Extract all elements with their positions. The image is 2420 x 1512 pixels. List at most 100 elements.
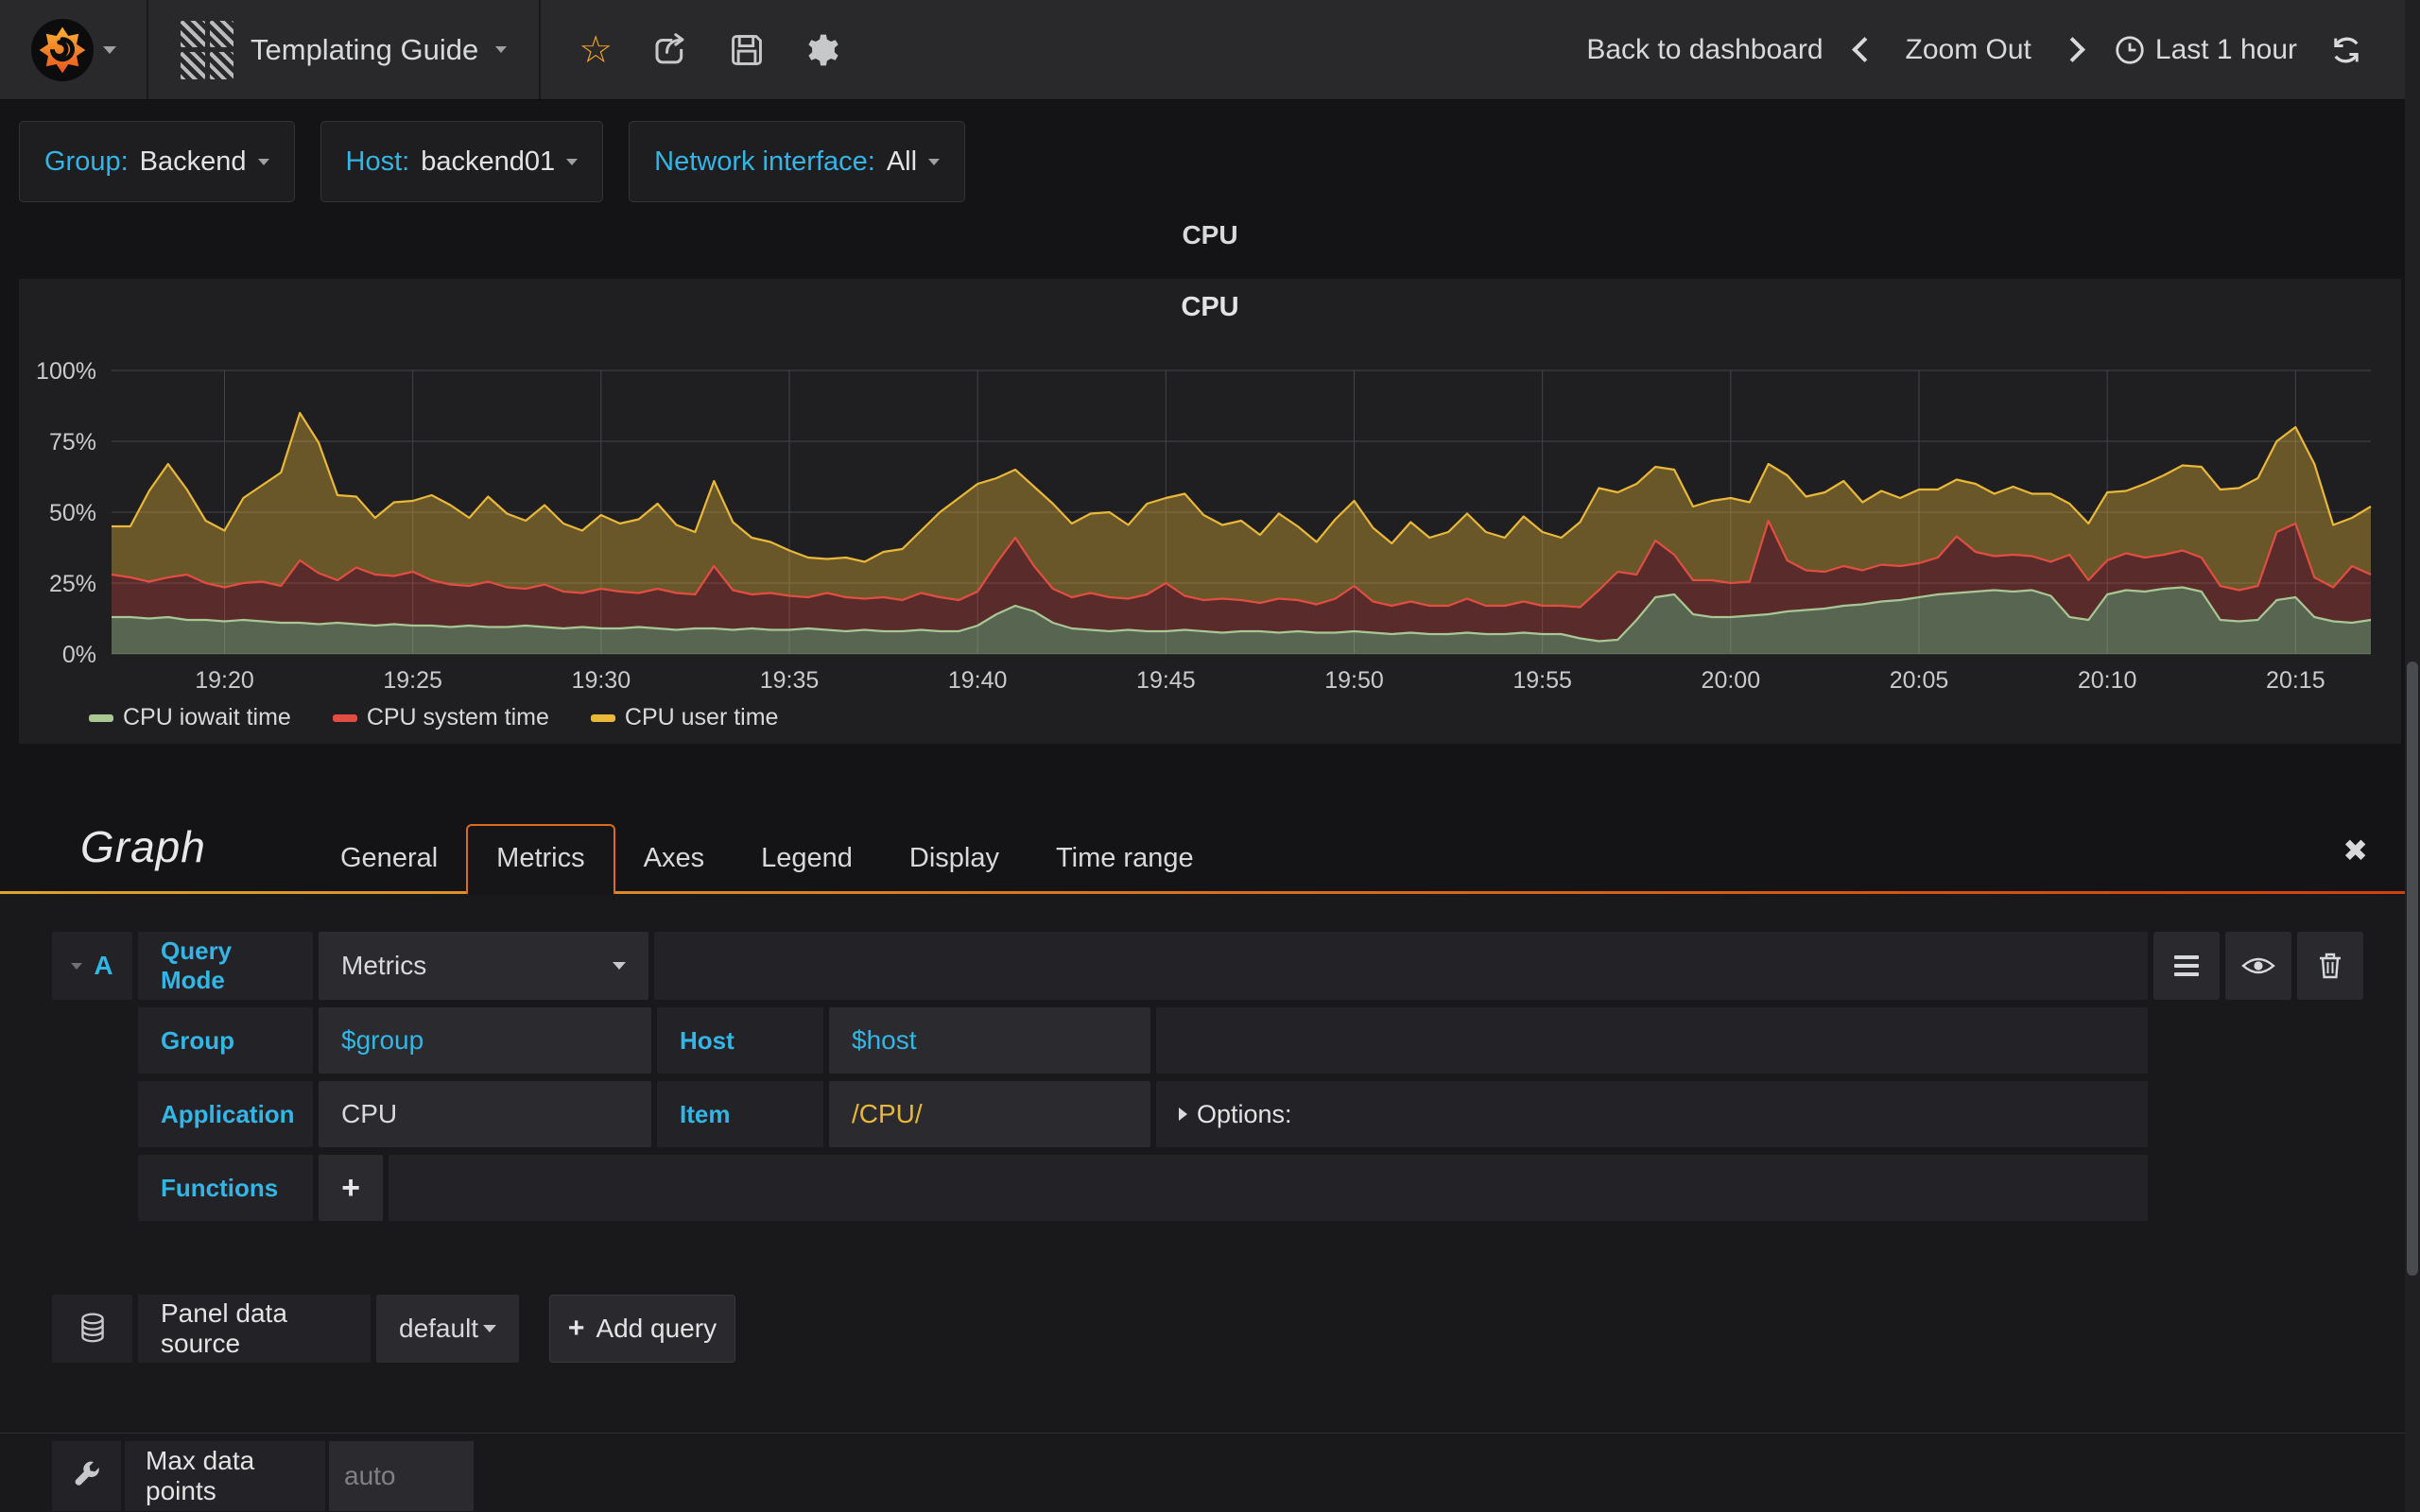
datasource-value: default xyxy=(399,1314,479,1343)
save-dashboard-icon[interactable] xyxy=(728,31,766,69)
variable-select-group[interactable]: Group: Backend xyxy=(19,121,295,202)
svg-text:19:30: 19:30 xyxy=(572,667,631,694)
time-picker[interactable]: Last 1 hour xyxy=(2114,34,2297,66)
panel-datasource-label: Panel data source xyxy=(138,1295,371,1363)
cpu-area-chart[interactable]: 0% 25% 50% 75% 100% 19:20 19:25 19:30 19:35 19:40… xyxy=(19,279,2401,699)
add-query-button[interactable]: + Add query xyxy=(549,1295,735,1363)
menu-icon xyxy=(2174,955,2199,976)
svg-text:100%: 100% xyxy=(36,358,96,385)
svg-text:19:45: 19:45 xyxy=(1136,667,1196,694)
variable-select-network-interface[interactable]: Network interface: All xyxy=(629,121,966,202)
row-spacer xyxy=(1156,1007,2148,1074)
star-dashboard-icon[interactable]: ☆ xyxy=(579,28,614,71)
page-scrollbar[interactable] xyxy=(2405,0,2420,1512)
legend-item[interactable]: CPU system time xyxy=(332,704,549,731)
share-dashboard-icon[interactable] xyxy=(650,30,690,70)
org-switcher-caret-icon[interactable] xyxy=(102,45,116,54)
select-caret-icon xyxy=(483,1325,496,1332)
zoom-out-button[interactable]: Zoom Out xyxy=(1905,33,2031,65)
application-input[interactable]: CPU xyxy=(319,1081,651,1147)
group-label: Group xyxy=(138,1007,313,1074)
panel-title[interactable]: CPU xyxy=(1181,292,1239,322)
legend-swatch-icon xyxy=(590,713,615,722)
max-data-points-row: Max data points xyxy=(52,1441,2420,1511)
host-label: Host xyxy=(657,1007,823,1074)
query-mode-select[interactable]: Metrics xyxy=(319,932,648,1000)
legend-label: CPU user time xyxy=(624,704,779,730)
tab-time-range[interactable]: Time range xyxy=(1055,843,1194,873)
variable-caret-icon xyxy=(257,158,269,165)
dashboard-title: Templating Guide xyxy=(251,32,479,66)
datasource-icon-cell xyxy=(52,1295,132,1363)
group-input[interactable]: $group xyxy=(319,1007,651,1074)
tab-axes[interactable]: Axes xyxy=(643,843,705,873)
svg-text:19:55: 19:55 xyxy=(1512,667,1572,694)
svg-text:20:15: 20:15 xyxy=(2266,667,2325,694)
back-to-dashboard-link[interactable]: Back to dashboard xyxy=(1586,33,1824,65)
dashboard-picker[interactable]: Templating Guide xyxy=(148,0,539,99)
legend-label: CPU iowait time xyxy=(123,704,291,730)
grafana-logo[interactable] xyxy=(30,18,94,81)
legend-item[interactable]: CPU iowait time xyxy=(89,704,291,731)
tab-legend[interactable]: Legend xyxy=(761,843,853,873)
database-icon xyxy=(80,1313,104,1343)
svg-text:19:50: 19:50 xyxy=(1324,667,1384,694)
time-shift-forward-icon[interactable] xyxy=(2059,37,2085,62)
legend-swatch-icon xyxy=(332,713,357,722)
variable-caret-icon xyxy=(928,158,941,165)
add-function-button[interactable]: + xyxy=(319,1155,383,1221)
query-row-a: A Query Mode Metrics xyxy=(52,932,2420,1000)
dashboard-grid-icon xyxy=(181,20,233,79)
tab-metrics[interactable]: Metrics xyxy=(466,824,615,894)
refresh-icon[interactable] xyxy=(2329,33,2363,67)
svg-text:20:10: 20:10 xyxy=(2078,667,2137,694)
editor-tabs: General Metrics Axes Legend Display Time rang… xyxy=(312,824,1222,894)
svg-text:25%: 25% xyxy=(49,571,96,597)
select-caret-icon xyxy=(613,962,626,970)
collapse-caret-icon xyxy=(71,962,83,970)
variable-caret-icon xyxy=(566,158,579,165)
legend-swatch-icon xyxy=(89,713,113,722)
close-editor-icon[interactable]: ✖ xyxy=(2342,833,2368,868)
query-menu-button[interactable] xyxy=(2153,932,2220,1000)
dashboard-settings-gear-icon[interactable] xyxy=(804,30,843,70)
query-ref-id: A xyxy=(94,951,113,980)
grafana-flame-icon xyxy=(39,26,85,73)
options-icon-cell xyxy=(52,1441,121,1511)
legend-item[interactable]: CPU user time xyxy=(590,704,779,731)
divider xyxy=(147,0,148,99)
time-shift-back-icon[interactable] xyxy=(1851,37,1877,62)
cpu-graph-panel[interactable]: CPU 0% 25% 50% 75% 100% 19:20 19:25 19:30 19:35 1… xyxy=(19,279,2401,744)
variable-select-host[interactable]: Host: backend01 xyxy=(320,121,604,202)
clock-icon xyxy=(2116,35,2144,64)
max-data-points-input[interactable] xyxy=(329,1441,474,1511)
query-toggle-visibility-button[interactable] xyxy=(2225,932,2291,1000)
variable-value: Backend xyxy=(139,146,247,177)
svg-text:19:25: 19:25 xyxy=(383,667,442,694)
eye-icon xyxy=(2241,957,2275,974)
row-spacer xyxy=(389,1155,2148,1221)
add-query-label: Add query xyxy=(596,1314,717,1343)
tab-general[interactable]: General xyxy=(340,843,439,873)
datasource-select[interactable]: default xyxy=(376,1295,519,1363)
svg-text:20:05: 20:05 xyxy=(1890,667,1949,694)
query-collapse-toggle[interactable]: A xyxy=(52,932,132,1000)
tab-display[interactable]: Display xyxy=(908,843,999,873)
chart-legend: CPU iowait time CPU system time CPU user t… xyxy=(89,704,778,731)
query-delete-button[interactable] xyxy=(2297,932,2363,1000)
query-application-item-row: Application CPU Item /CPU/ Options: xyxy=(138,1081,2420,1147)
svg-text:19:35: 19:35 xyxy=(760,667,820,694)
options-cell: Options: xyxy=(1156,1081,2148,1147)
svg-text:19:40: 19:40 xyxy=(948,667,1008,694)
legend-label: CPU system time xyxy=(366,704,549,730)
item-input[interactable]: /CPU/ xyxy=(829,1081,1150,1147)
datasource-row: Panel data source default + Add query xyxy=(52,1295,2420,1363)
trash-icon xyxy=(2320,953,2341,979)
plus-icon: + xyxy=(567,1313,585,1344)
scrollbar-thumb[interactable] xyxy=(2407,662,2418,1276)
host-input[interactable]: $host xyxy=(829,1007,1150,1074)
options-toggle[interactable]: Options: xyxy=(1179,1100,1292,1129)
dashboard-picker-caret-icon xyxy=(495,46,508,53)
query-group-host-row: Group $group Host $host xyxy=(138,1007,2420,1074)
